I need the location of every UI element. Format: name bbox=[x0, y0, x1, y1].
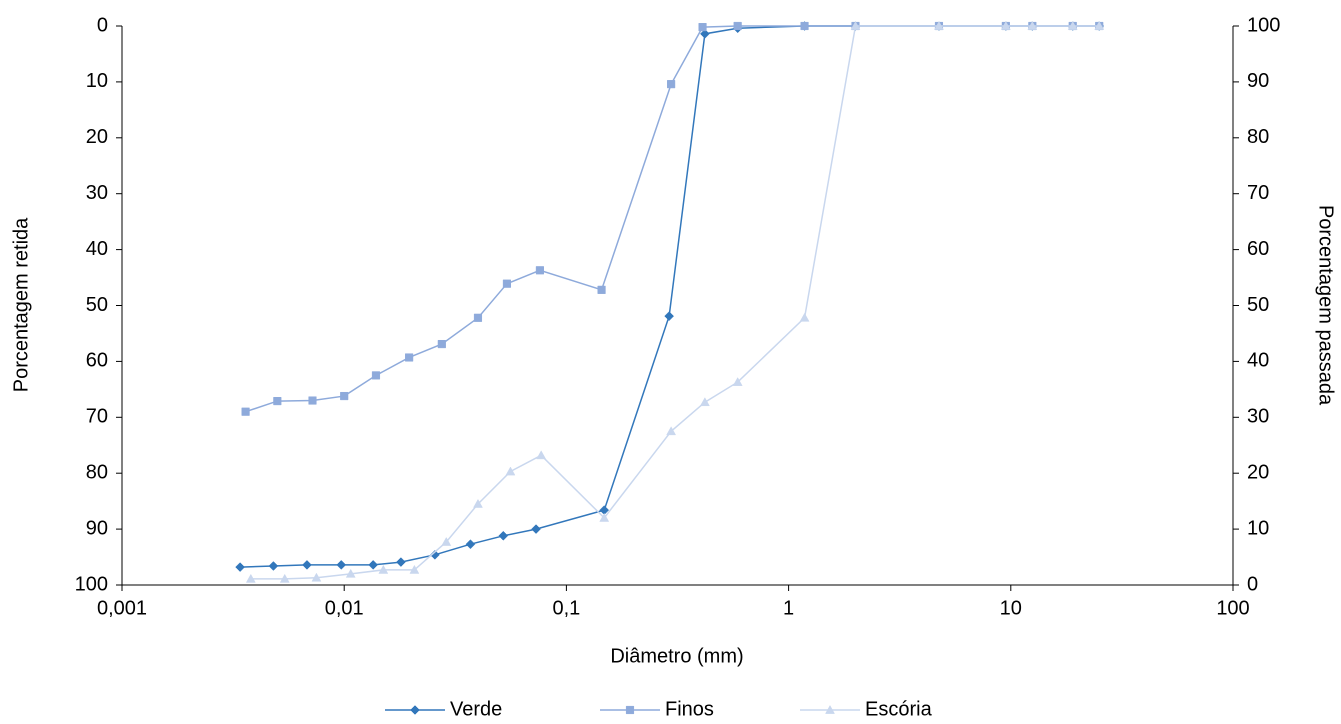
y-tick-label: 20 bbox=[86, 126, 108, 148]
marker bbox=[396, 557, 406, 567]
y-tick-label: 60 bbox=[86, 350, 108, 372]
y-tick-label: 50 bbox=[86, 294, 108, 316]
marker bbox=[536, 450, 547, 460]
series-line bbox=[250, 25, 1100, 580]
marker bbox=[279, 573, 290, 583]
marker bbox=[371, 371, 381, 380]
y2-tick-label: 80 bbox=[1247, 126, 1269, 148]
x-tick-label: 100 bbox=[1216, 597, 1249, 619]
y2-tick-label: 10 bbox=[1247, 517, 1269, 539]
marker bbox=[1027, 20, 1038, 30]
marker bbox=[850, 20, 861, 30]
marker bbox=[699, 397, 710, 407]
marker bbox=[700, 28, 710, 39]
marker bbox=[667, 80, 676, 89]
marker bbox=[535, 266, 544, 275]
x-tick-label: 1 bbox=[783, 597, 794, 619]
marker bbox=[311, 572, 322, 582]
x-tick-label: 10 bbox=[1000, 597, 1022, 619]
marker bbox=[409, 564, 420, 574]
marker bbox=[241, 407, 250, 416]
y2-tick-label: 90 bbox=[1247, 70, 1269, 92]
marker bbox=[405, 353, 414, 362]
y2-tick-label: 70 bbox=[1247, 182, 1269, 204]
marker bbox=[531, 524, 541, 534]
y-tick-label: 0 bbox=[97, 14, 108, 36]
legend-label: Finos bbox=[665, 698, 714, 720]
marker bbox=[698, 23, 707, 32]
marker bbox=[597, 285, 606, 294]
x-tick-label: 0,1 bbox=[552, 597, 580, 619]
marker bbox=[336, 560, 347, 570]
y-tick-label: 40 bbox=[86, 238, 108, 260]
marker bbox=[410, 705, 420, 715]
marker bbox=[733, 21, 742, 31]
y2-tick-label: 60 bbox=[1247, 238, 1269, 260]
y2-tick-label: 100 bbox=[1247, 14, 1280, 36]
marker bbox=[664, 311, 674, 321]
marker bbox=[302, 560, 312, 570]
x-tick-label: 0,001 bbox=[97, 597, 147, 619]
y-tick-label: 10 bbox=[86, 70, 108, 92]
legend-label: Verde bbox=[450, 698, 502, 720]
y-tick-label: 30 bbox=[86, 182, 108, 204]
marker bbox=[378, 564, 389, 574]
marker bbox=[625, 705, 635, 715]
x-axis-title: Diâmetro (mm) bbox=[610, 645, 743, 667]
marker bbox=[498, 530, 509, 541]
legend-label: Escória bbox=[865, 698, 933, 720]
y2-tick-label: 50 bbox=[1247, 294, 1269, 316]
marker bbox=[1000, 20, 1011, 30]
marker bbox=[799, 312, 810, 322]
marker bbox=[1094, 20, 1105, 30]
y-tick-label: 70 bbox=[86, 406, 108, 428]
marker bbox=[368, 560, 379, 570]
y-tick-label: 80 bbox=[86, 461, 108, 483]
marker bbox=[308, 396, 317, 405]
marker bbox=[273, 397, 282, 406]
marker bbox=[245, 573, 256, 583]
marker bbox=[473, 498, 483, 508]
marker bbox=[235, 562, 245, 572]
y-tick-label: 90 bbox=[86, 517, 108, 539]
marker bbox=[437, 339, 446, 349]
marker bbox=[441, 536, 452, 546]
y2-tick-label: 40 bbox=[1247, 350, 1269, 372]
y-tick-label: 100 bbox=[75, 573, 108, 595]
marker bbox=[666, 426, 677, 436]
series-line bbox=[240, 25, 1100, 568]
marker bbox=[345, 568, 356, 578]
y2-tick-label: 30 bbox=[1247, 406, 1269, 428]
marker bbox=[800, 21, 809, 31]
marker bbox=[1067, 20, 1078, 30]
marker bbox=[473, 313, 483, 322]
marker bbox=[599, 512, 610, 522]
x-tick-label: 0,01 bbox=[325, 597, 364, 619]
y2-tick-label: 20 bbox=[1247, 461, 1269, 483]
marker bbox=[732, 377, 743, 386]
marker bbox=[934, 20, 944, 30]
marker bbox=[268, 561, 279, 571]
y-axis-title: Porcentagem retida bbox=[10, 217, 32, 392]
marker bbox=[465, 539, 476, 550]
marker bbox=[825, 704, 835, 714]
marker bbox=[340, 391, 349, 401]
marker bbox=[505, 466, 516, 476]
y2-axis-title: Porcentagem passada bbox=[1315, 205, 1337, 406]
marker bbox=[502, 279, 512, 288]
marker bbox=[430, 549, 440, 560]
y2-tick-label: 0 bbox=[1247, 573, 1258, 595]
